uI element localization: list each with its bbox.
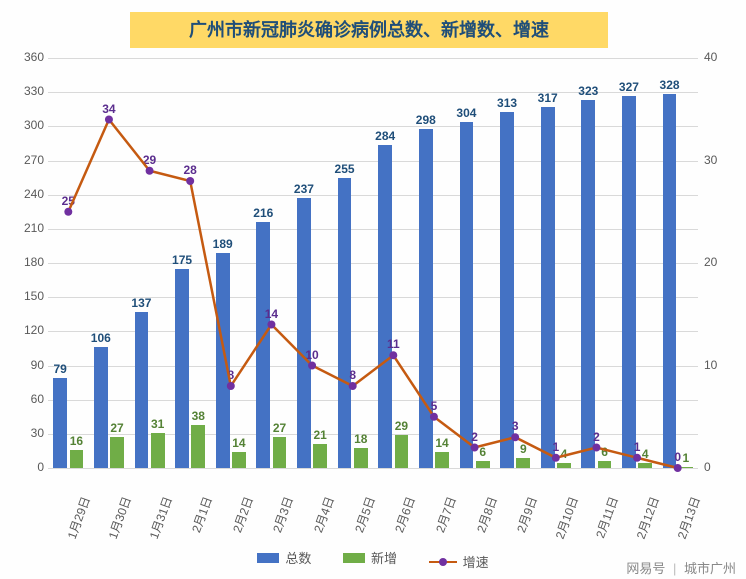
x-tick-label: 1月30日 (98, 494, 134, 556)
plot-area: 7910613717518921623725528429830431331732… (48, 58, 698, 468)
y-right-tick: 0 (704, 460, 734, 474)
rate-marker (471, 444, 479, 452)
y-left-tick: 180 (10, 255, 44, 269)
y-left-tick: 30 (10, 426, 44, 440)
rate-marker (511, 433, 519, 441)
rate-marker (674, 464, 682, 472)
y-left-tick: 60 (10, 392, 44, 406)
x-tick-label: 1月29日 (58, 494, 94, 556)
y-left-tick: 270 (10, 153, 44, 167)
x-tick-label: 1月31日 (139, 494, 175, 556)
rate-line-path (68, 120, 677, 469)
legend-swatch-rate (429, 561, 457, 563)
y-left-tick: 0 (10, 460, 44, 474)
rate-marker (146, 167, 154, 175)
rate-marker (105, 116, 113, 124)
y-left-tick: 240 (10, 187, 44, 201)
x-tick-label: 2月2日 (220, 494, 256, 556)
legend-label-total: 总数 (285, 548, 311, 567)
rate-marker (552, 454, 560, 462)
rate-marker (227, 382, 235, 390)
legend-item-total: 总数 (257, 548, 311, 567)
y-left-tick: 150 (10, 289, 44, 303)
y-left-tick: 300 (10, 118, 44, 132)
x-tick-label: 2月4日 (302, 494, 338, 556)
y-right-tick: 40 (704, 50, 734, 64)
legend-swatch-total (257, 553, 279, 563)
y-left-tick: 90 (10, 358, 44, 372)
legend-label-rate: 增速 (463, 552, 489, 571)
source-right: 城市广州 (684, 561, 736, 576)
x-tick-label: 2月7日 (423, 494, 459, 556)
rate-marker (308, 362, 316, 370)
y-right-tick: 20 (704, 255, 734, 269)
rate-marker (430, 413, 438, 421)
y-left-tick: 120 (10, 323, 44, 337)
source-left: 网易号 (626, 561, 665, 576)
rate-marker (64, 208, 72, 216)
gridline (48, 468, 698, 469)
y-left-tick: 210 (10, 221, 44, 235)
legend-item-new: 新增 (343, 548, 397, 567)
x-tick-label: 2月12日 (627, 494, 663, 556)
rate-marker (267, 321, 275, 329)
x-tick-label: 2月8日 (464, 494, 500, 556)
rate-marker (633, 454, 641, 462)
rate-marker (186, 177, 194, 185)
y-left-tick: 360 (10, 50, 44, 64)
rate-marker (349, 382, 357, 390)
x-tick-label: 2月10日 (545, 494, 581, 556)
rate-marker (389, 351, 397, 359)
y-right-tick: 10 (704, 358, 734, 372)
x-tick-label: 2月6日 (383, 494, 419, 556)
source-credit: 网易号 | 城市广州 (626, 558, 736, 577)
chart-container: 广州市新冠肺炎确诊病例总数、新增数、增速 0 30 60 90 120 150 180 210… (0, 0, 746, 579)
x-tick-label: 2月13日 (667, 494, 703, 556)
x-tick-label: 2月11日 (586, 494, 622, 556)
y-right-tick: 30 (704, 153, 734, 167)
rate-line (48, 58, 698, 468)
x-tick-label: 2月5日 (342, 494, 378, 556)
y-left-tick: 330 (10, 84, 44, 98)
legend-label-new: 新增 (371, 548, 397, 567)
chart-title: 广州市新冠肺炎确诊病例总数、新增数、增速 (130, 12, 608, 48)
legend-item-rate: 增速 (429, 552, 489, 571)
legend-swatch-new (343, 553, 365, 563)
rate-marker (592, 444, 600, 452)
x-tick-label: 2月1日 (180, 494, 216, 556)
x-tick-label: 2月3日 (261, 494, 297, 556)
x-tick-label: 2月9日 (505, 494, 541, 556)
